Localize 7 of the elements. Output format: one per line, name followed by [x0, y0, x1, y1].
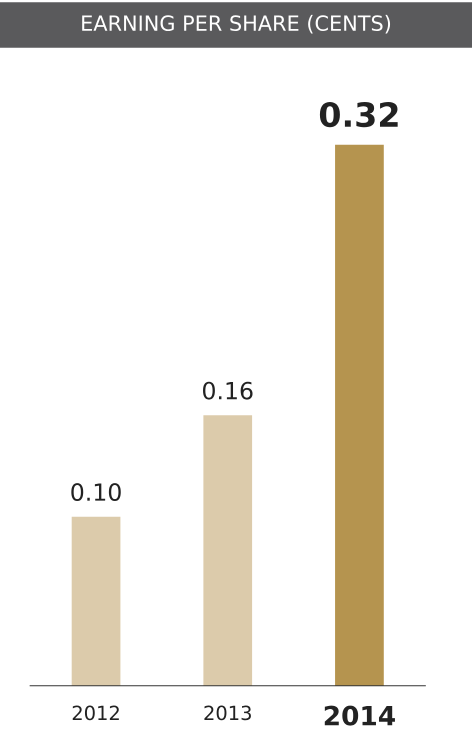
x-tick-label: 2012	[72, 706, 119, 720]
data-label: 0.32	[320, 102, 398, 128]
x-tick-label: 2014	[324, 706, 395, 726]
data-label: 0.16	[203, 382, 253, 400]
data-label: 0.10	[71, 483, 121, 502]
chart-title: EARNING PER SHARE (CENTS)	[82, 14, 390, 34]
x-tick-label: 2013	[204, 706, 251, 720]
